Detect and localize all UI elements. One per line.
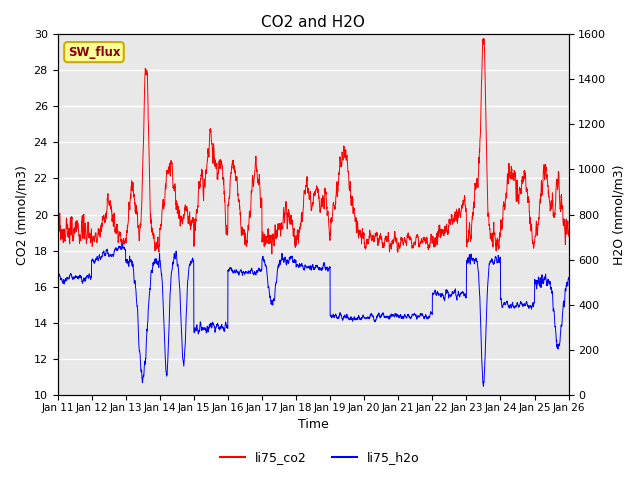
Text: SW_flux: SW_flux [68, 46, 120, 59]
Legend: li75_co2, li75_h2o: li75_co2, li75_h2o [215, 446, 425, 469]
Title: CO2 and H2O: CO2 and H2O [261, 15, 365, 30]
X-axis label: Time: Time [298, 419, 328, 432]
Y-axis label: H2O (mmol/m3): H2O (mmol/m3) [612, 164, 625, 265]
Y-axis label: CO2 (mmol/m3): CO2 (mmol/m3) [15, 165, 28, 264]
